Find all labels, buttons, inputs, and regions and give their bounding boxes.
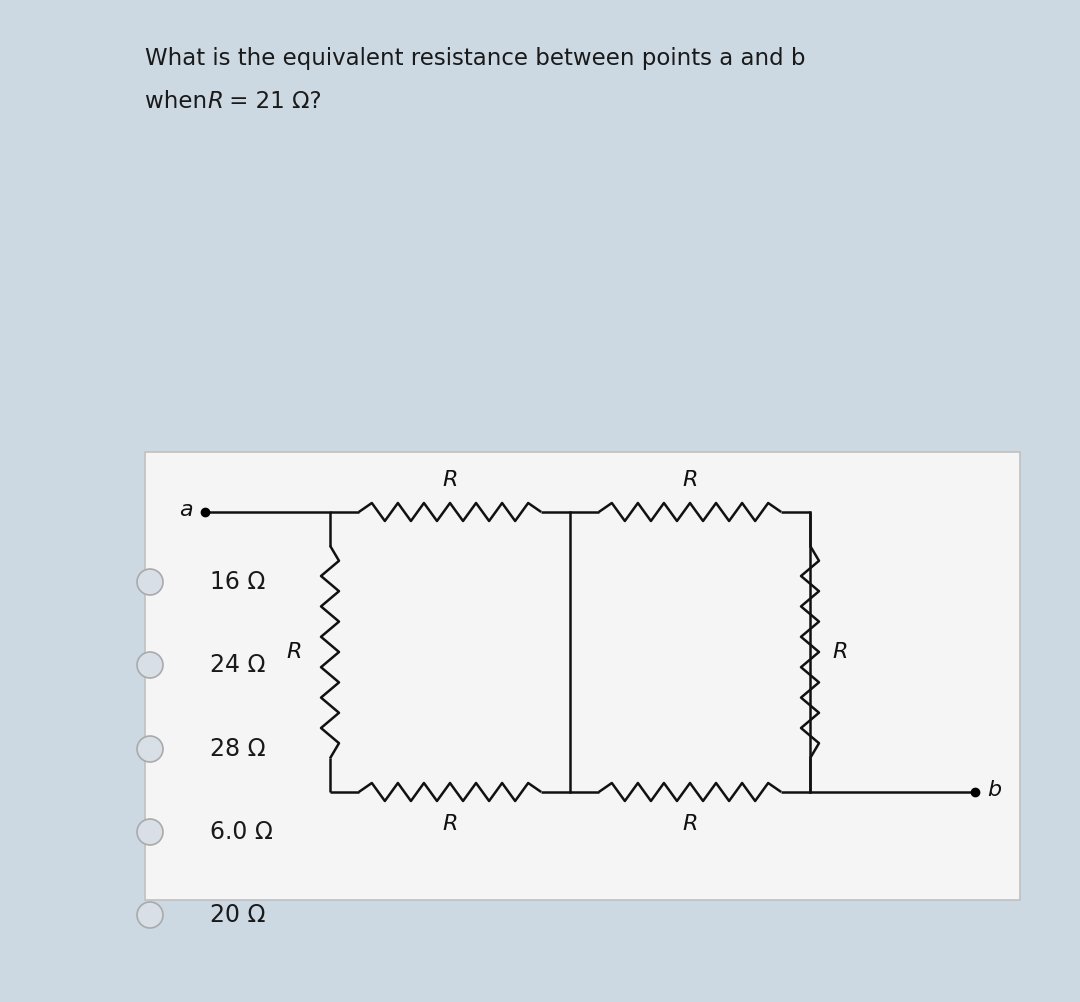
Text: R: R (207, 90, 222, 113)
Text: 16 Ω: 16 Ω (210, 570, 266, 594)
Text: R: R (442, 470, 458, 490)
Text: R: R (832, 642, 848, 662)
Text: 6.0 Ω: 6.0 Ω (210, 820, 273, 844)
Text: R: R (286, 642, 302, 662)
Text: R: R (442, 814, 458, 834)
Text: R: R (683, 470, 698, 490)
Circle shape (137, 819, 163, 845)
Text: What is the equivalent resistance between points a and b: What is the equivalent resistance betwee… (145, 47, 806, 70)
Text: R: R (683, 814, 698, 834)
Text: b: b (987, 780, 1001, 800)
Text: a: a (179, 500, 193, 520)
Circle shape (137, 736, 163, 762)
Bar (145, 452, 1020, 900)
Circle shape (137, 569, 163, 595)
Text: 20 Ω: 20 Ω (210, 903, 266, 927)
Text: 24 Ω: 24 Ω (210, 653, 266, 677)
Circle shape (137, 652, 163, 678)
Text: = 21 Ω?: = 21 Ω? (222, 90, 322, 113)
Circle shape (137, 902, 163, 928)
Text: 28 Ω: 28 Ω (210, 737, 266, 761)
Text: when: when (145, 90, 214, 113)
